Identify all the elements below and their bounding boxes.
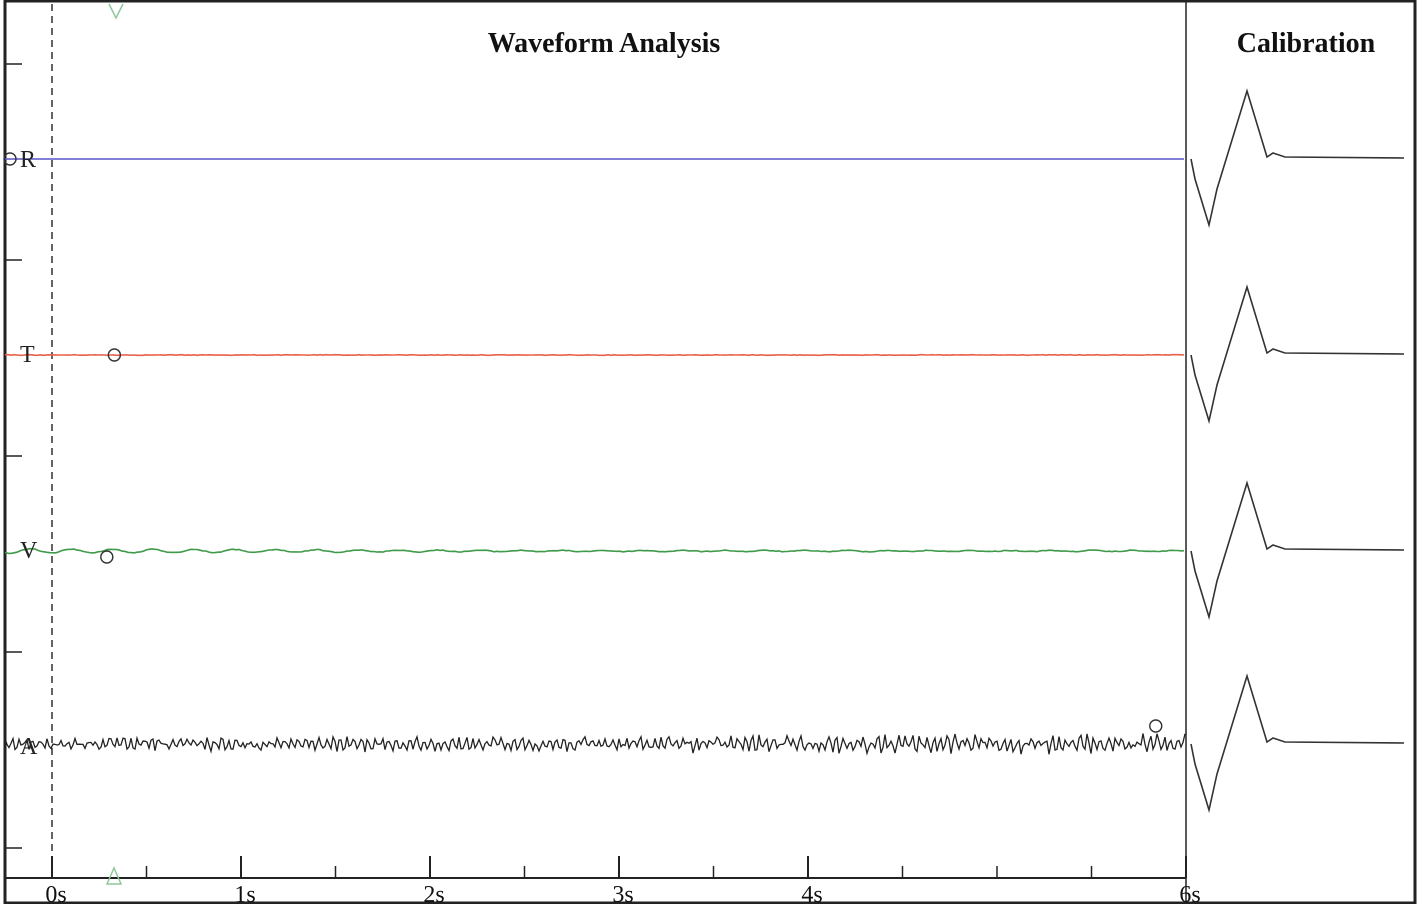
chart-frame bbox=[3, 0, 1417, 904]
time-tick-label: 6s bbox=[1179, 882, 1200, 904]
time-tick-label: 4s bbox=[801, 882, 822, 904]
channel-label-v: V bbox=[20, 538, 38, 564]
channel-label-t: T bbox=[20, 342, 35, 368]
calibration-pulse-v bbox=[1190, 480, 1405, 621]
time-tick-label: 3s bbox=[612, 882, 633, 904]
chart-title: Waveform Analysis bbox=[488, 28, 721, 59]
channel-label-r: R bbox=[20, 147, 36, 173]
calibration-pulse-r bbox=[1190, 88, 1405, 229]
calibration-title: Calibration bbox=[1237, 28, 1376, 59]
calibration-pulse-a bbox=[1190, 673, 1405, 814]
channel-r: R bbox=[3, 88, 1405, 229]
trigger-arrow-top-icon bbox=[108, 3, 124, 20]
event-marker-a bbox=[1149, 719, 1163, 733]
time-tick-label: 1s bbox=[234, 882, 255, 904]
time-tick-label: 0s bbox=[45, 882, 66, 904]
time-ticks: 0s 1s 2s 3s 4s 6s bbox=[45, 856, 1201, 904]
channel-label-a: A bbox=[20, 734, 38, 760]
trace-v bbox=[4, 547, 1185, 555]
trace-a bbox=[4, 733, 1186, 756]
trigger-arrow-bottom-icon bbox=[105, 866, 123, 885]
event-marker-r bbox=[3, 152, 17, 166]
time-tick-label: 2s bbox=[423, 882, 444, 904]
channel-v: V bbox=[4, 480, 1405, 621]
channel-a: A bbox=[4, 673, 1405, 814]
time-minor-ticks bbox=[145, 866, 1093, 878]
event-marker-t bbox=[107, 348, 122, 362]
calibration-pulse-t bbox=[1190, 284, 1405, 425]
trace-t bbox=[5, 353, 1185, 357]
channel-t: T bbox=[5, 284, 1405, 425]
event-marker-v bbox=[100, 550, 114, 564]
